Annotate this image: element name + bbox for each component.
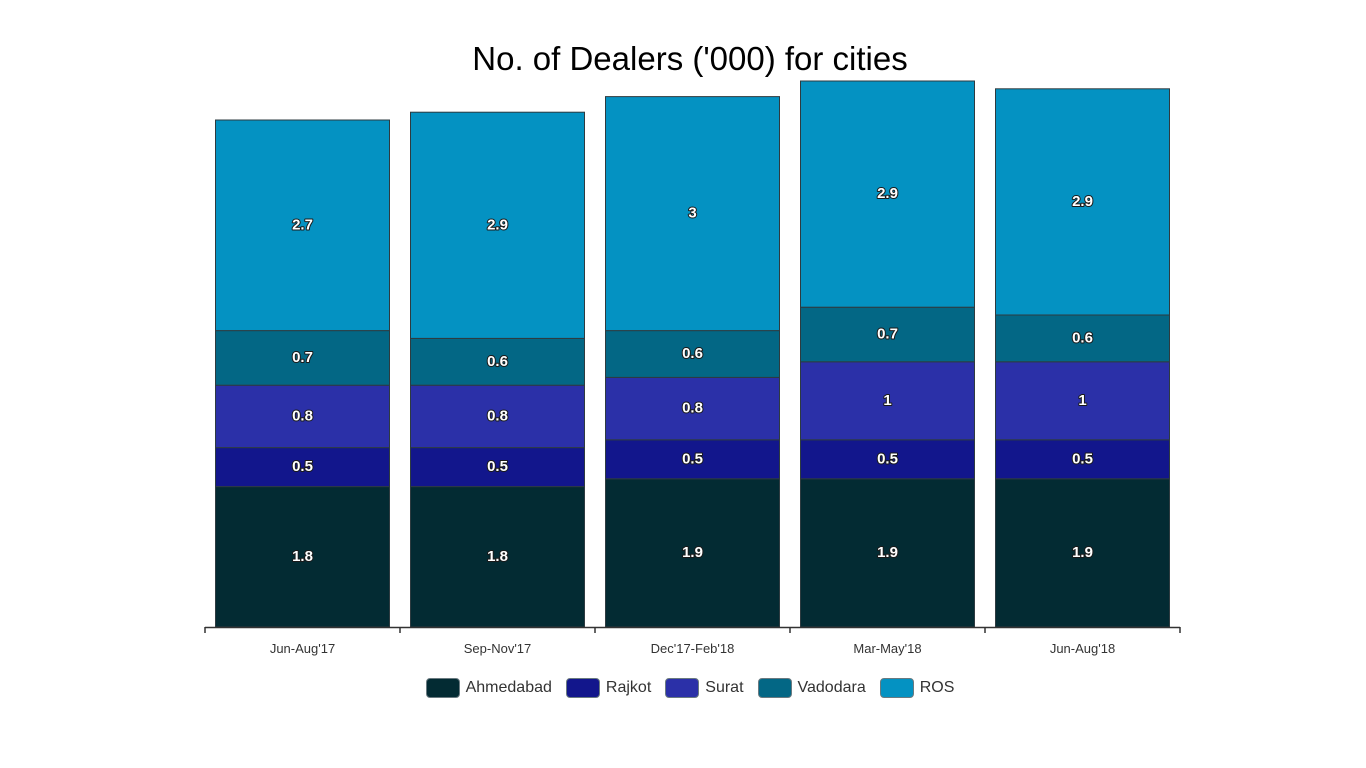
data-label-ros-mar-may-18: 2.9 <box>877 185 898 202</box>
bar-ros-jun-aug-18 <box>995 88 1170 316</box>
data-label-vadodara-jun-aug-17: 0.7 <box>292 349 313 366</box>
x-tick-label-dec-17-feb-18: Dec'17-Feb'18 <box>651 641 735 656</box>
data-label-rajkot-jun-aug-17: 0.5 <box>292 458 313 475</box>
data-label-ahmedabad-dec-17-feb-18: 1.9 <box>682 544 703 561</box>
data-label-rajkot-mar-may-18: 0.5 <box>877 450 898 467</box>
bar-surat-mar-may-18 <box>800 361 975 441</box>
legend-label-rajkot: Rajkot <box>605 679 652 696</box>
legend-swatch-vadodara <box>757 678 792 698</box>
data-label-rajkot-sep-nov-17: 0.5 <box>487 458 508 475</box>
bar-rajkot-mar-may-18 <box>800 439 975 480</box>
bar-ros-mar-may-18 <box>800 80 975 308</box>
data-label-rajkot-jun-aug-18: 0.5 <box>1072 450 1093 467</box>
bar-rajkot-sep-nov-17 <box>410 447 585 488</box>
data-label-surat-mar-may-18: 1 <box>883 392 891 409</box>
legend: Ahmedabad Rajkot Surat Vadodara ROS <box>0 678 1366 698</box>
legend-item-surat[interactable]: Surat <box>665 678 744 698</box>
bar-vadodara-mar-may-18 <box>800 306 975 363</box>
legend-swatch-surat <box>665 678 700 698</box>
bar-vadodara-dec-17-feb-18 <box>605 330 780 378</box>
legend-item-vadodara[interactable]: Vadodara <box>757 678 866 698</box>
data-label-ros-jun-aug-18: 2.9 <box>1072 193 1093 210</box>
bar-vadodara-jun-aug-18 <box>995 314 1170 363</box>
data-label-vadodara-mar-may-18: 0.7 <box>877 325 898 342</box>
bar-rajkot-jun-aug-18 <box>995 439 1170 480</box>
legend-label-ahmedabad: Ahmedabad <box>465 679 552 696</box>
legend-swatch-ros <box>879 678 914 698</box>
bar-ros-jun-aug-17 <box>215 119 390 332</box>
legend-swatch-ahmedabad <box>425 678 460 698</box>
bar-ros-sep-nov-17 <box>410 111 585 339</box>
legend-label-surat: Surat <box>705 679 744 696</box>
chart-title: No. of Dealers ('000) for cities <box>472 40 908 77</box>
data-label-ahmedabad-jun-aug-17: 1.8 <box>292 548 313 565</box>
legend-label-vadodara: Vadodara <box>797 679 866 696</box>
data-label-surat-jun-aug-17: 0.8 <box>292 407 313 424</box>
data-label-vadodara-dec-17-feb-18: 0.6 <box>682 345 703 362</box>
data-label-rajkot-dec-17-feb-18: 0.5 <box>682 450 703 467</box>
legend-item-rajkot[interactable]: Rajkot <box>565 678 652 698</box>
data-label-ros-dec-17-feb-18: 3 <box>688 205 696 222</box>
legend-item-ros[interactable]: ROS <box>879 678 955 698</box>
bar-surat-dec-17-feb-18 <box>605 376 780 441</box>
bar-vadodara-jun-aug-17 <box>215 330 390 386</box>
bar-ros-dec-17-feb-18 <box>605 96 780 332</box>
data-label-ahmedabad-mar-may-18: 1.9 <box>877 544 898 561</box>
bar-ahmedabad-mar-may-18 <box>800 478 975 628</box>
x-tick-label-sep-nov-17: Sep-Nov'17 <box>464 641 532 656</box>
data-label-ros-jun-aug-17: 2.7 <box>292 216 313 233</box>
data-label-ros-sep-nov-17: 2.9 <box>487 216 508 233</box>
x-tick-label-jun-aug-18: Jun-Aug'18 <box>1050 641 1115 656</box>
data-label-ahmedabad-sep-nov-17: 1.8 <box>487 548 508 565</box>
data-label-vadodara-jun-aug-18: 0.6 <box>1072 329 1093 346</box>
data-label-vadodara-sep-nov-17: 0.6 <box>487 353 508 370</box>
data-label-ahmedabad-jun-aug-18: 1.9 <box>1072 544 1093 561</box>
bar-surat-jun-aug-17 <box>215 384 390 449</box>
bar-ahmedabad-jun-aug-17 <box>215 486 390 628</box>
bar-vadodara-sep-nov-17 <box>410 337 585 386</box>
bar-ahmedabad-jun-aug-18 <box>995 478 1170 628</box>
bar-surat-jun-aug-18 <box>995 361 1170 441</box>
legend-label-ros: ROS <box>919 679 955 696</box>
x-tick-label-mar-may-18: Mar-May'18 <box>853 641 921 656</box>
x-tick-label-jun-aug-17: Jun-Aug'17 <box>270 641 335 656</box>
legend-item-ahmedabad[interactable]: Ahmedabad <box>425 678 552 698</box>
bar-surat-sep-nov-17 <box>410 384 585 449</box>
data-label-surat-jun-aug-18: 1 <box>1078 392 1086 409</box>
legend-swatch-rajkot <box>565 678 600 698</box>
bar-rajkot-dec-17-feb-18 <box>605 439 780 480</box>
data-label-surat-dec-17-feb-18: 0.8 <box>682 400 703 417</box>
data-label-surat-sep-nov-17: 0.8 <box>487 407 508 424</box>
